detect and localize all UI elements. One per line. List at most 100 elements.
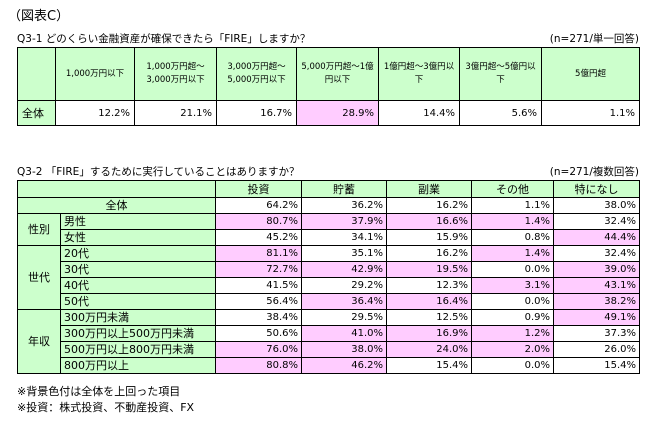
q2-group-label: 世代 (17, 245, 61, 310)
q2-value-cell: 37.3% (553, 325, 640, 342)
q2-value-cell: 76.0% (215, 341, 302, 358)
q2-row-label: 男性 (60, 213, 216, 230)
q2-value-cell: 38.0% (553, 197, 640, 214)
q2-row-label: 40代 (60, 277, 216, 294)
q2-value-cell: 44.4% (553, 229, 640, 246)
q2-value-cell: 29.5% (301, 309, 387, 326)
q1-value-cell: 12.2% (55, 100, 135, 126)
q1-header-cell: 3億円超～5億円以下 (459, 47, 542, 101)
q2-value-cell: 2.0% (471, 341, 554, 358)
q2-value-cell: 16.6% (386, 213, 472, 230)
q1-value-cell: 21.1% (134, 100, 217, 126)
q2-value-cell: 0.8% (471, 229, 554, 246)
q2-value-cell: 39.0% (553, 261, 640, 278)
q2-value-cell: 35.1% (301, 245, 387, 262)
q2-header-cell: 特になし (553, 180, 640, 198)
q2-value-cell: 12.5% (386, 309, 472, 326)
q2-header-cell: 貯蓄 (301, 180, 387, 198)
q2-table-row: 性別 男性 80.7% 37.9% 16.6% 1.4% 32.4% (17, 213, 640, 246)
q2-value-cell: 3.1% (471, 277, 554, 294)
q2-group-label: 年収 (17, 309, 61, 374)
q1-table: 1,000万円以下 1,000万円超～3,000万円以下 3,000万円超～5,… (17, 47, 640, 126)
q2-row-label: 50代 (60, 293, 216, 310)
q1-header-cell: 5,000万円超～1億円以下 (296, 47, 379, 101)
q1-header-cell: 1,000万円超～3,000万円以下 (134, 47, 217, 101)
q2-value-cell: 1.1% (471, 197, 554, 214)
q2-value-cell: 37.9% (301, 213, 387, 230)
q1-value-cell: 14.4% (378, 100, 460, 126)
q2-value-cell: 0.9% (471, 309, 554, 326)
q2-value-cell: 36.2% (301, 197, 387, 214)
q2-table-row: 300万円以上500万円未満 50.6% 41.0% 16.9% 1.2% 37… (18, 325, 640, 342)
q1-title: Q3-1 どのくらい金融資産が確保できたら「FIRE」しますか？ (17, 33, 311, 45)
q2-table-row: 30代 72.7% 42.9% 19.5% 0.0% 39.0% (18, 261, 640, 278)
footnote-highlight: ※背景色付は全体を上回った項目 (17, 385, 181, 398)
q1-header-cell: 1,000万円以下 (55, 47, 135, 101)
q2-value-cell: 72.7% (215, 261, 302, 278)
q2-value-cell: 15.4% (386, 357, 472, 374)
q2-table-row: 50代 56.4% 36.4% 16.4% 0.0% 38.2% (18, 293, 640, 310)
q1-value-cell-highlighted: 28.9% (296, 100, 379, 126)
q2-value-cell: 32.4% (553, 245, 640, 262)
q1-header-cell: 1億円超～3億円以下 (378, 47, 460, 101)
q1-value-cell: 16.7% (216, 100, 297, 126)
q1-header-cell: 3,000万円超～5,000万円以下 (216, 47, 297, 101)
q2-row-label: 300万円以上500万円未満 (60, 325, 216, 342)
q2-value-cell: 34.1% (301, 229, 387, 246)
q2-table-row: 女性 45.2% 34.1% 15.9% 0.8% 44.4% (18, 229, 640, 246)
q1-value-cell: 5.6% (459, 100, 542, 126)
q2-value-cell: 50.6% (215, 325, 302, 342)
q2-value-cell: 41.5% (215, 277, 302, 294)
q2-value-cell: 24.0% (386, 341, 472, 358)
q2-value-cell: 41.0% (301, 325, 387, 342)
q2-value-cell: 56.4% (215, 293, 302, 310)
q2-table-row: 40代 41.5% 29.2% 12.3% 3.1% 43.1% (18, 277, 640, 294)
q2-header-cell: 副業 (386, 180, 472, 198)
q2-header-row: 投資 貯蓄 副業 その他 特になし (17, 180, 640, 198)
q2-value-cell: 64.2% (215, 197, 302, 214)
q2-row-label: 300万円未満 (60, 309, 216, 326)
q2-value-cell: 42.9% (301, 261, 387, 278)
q2-row-label: 女性 (60, 229, 216, 246)
q1-value-cell: 1.1% (541, 100, 640, 126)
q2-table-row: 年収 300万円未満 38.4% 29.5% 12.5% 0.9% 49.1% (17, 309, 640, 374)
q2-value-cell: 80.7% (215, 213, 302, 230)
q2-value-cell: 29.2% (301, 277, 387, 294)
q2-value-cell: 16.9% (386, 325, 472, 342)
q2-value-cell: 45.2% (215, 229, 302, 246)
q2-value-cell: 81.1% (215, 245, 302, 262)
q2-value-cell: 36.4% (301, 293, 387, 310)
footnote-investment: ※投資：株式投資、不動産投資、FX (17, 401, 195, 414)
q2-value-cell: 38.0% (301, 341, 387, 358)
q2-value-cell: 1.4% (471, 245, 554, 262)
q2-value-cell: 38.4% (215, 309, 302, 326)
q2-value-cell: 0.0% (471, 261, 554, 278)
q2-corner-cell (17, 180, 216, 198)
q2-table: 投資 貯蓄 副業 その他 特になし 全体 64.2% 36.2% 16.2% 1… (17, 180, 640, 374)
q2-value-cell: 15.4% (553, 357, 640, 374)
q2-value-cell: 38.2% (553, 293, 640, 310)
q2-group-label: 性別 (17, 213, 61, 246)
q2-header-cell: 投資 (215, 180, 302, 198)
q2-value-cell: 1.4% (471, 213, 554, 230)
q2-header-cell: その他 (471, 180, 554, 198)
q1-note: (n=271/単一回答) (549, 33, 639, 45)
q1-header-cell: 5億円超 (541, 47, 640, 101)
figure-title: （図表C） (8, 9, 70, 24)
q2-value-cell: 32.4% (553, 213, 640, 230)
q2-value-cell: 26.0% (553, 341, 640, 358)
q2-title: Q3-2 「FIRE」するために実行していることはありますか？ (17, 166, 300, 178)
q2-value-cell: 1.2% (471, 325, 554, 342)
q2-note: (n=271/複数回答) (549, 166, 639, 178)
q2-table-row: 世代 20代 81.1% 35.1% 16.2% 1.4% 32.4% (17, 245, 640, 310)
q2-total-row: 全体 64.2% 36.2% 16.2% 1.1% 38.0% (17, 197, 640, 214)
q2-value-cell: 46.2% (301, 357, 387, 374)
q2-row-label: 800万円以上 (60, 357, 216, 374)
q2-value-cell: 19.5% (386, 261, 472, 278)
q2-value-cell: 80.8% (215, 357, 302, 374)
q1-corner-cell (17, 47, 56, 101)
q2-value-cell: 43.1% (553, 277, 640, 294)
q2-value-cell: 15.9% (386, 229, 472, 246)
q2-value-cell: 16.2% (386, 245, 472, 262)
q1-data-row: 全体 12.2% 21.1% 16.7% 28.9% 14.4% 5.6% 1.… (17, 100, 640, 126)
